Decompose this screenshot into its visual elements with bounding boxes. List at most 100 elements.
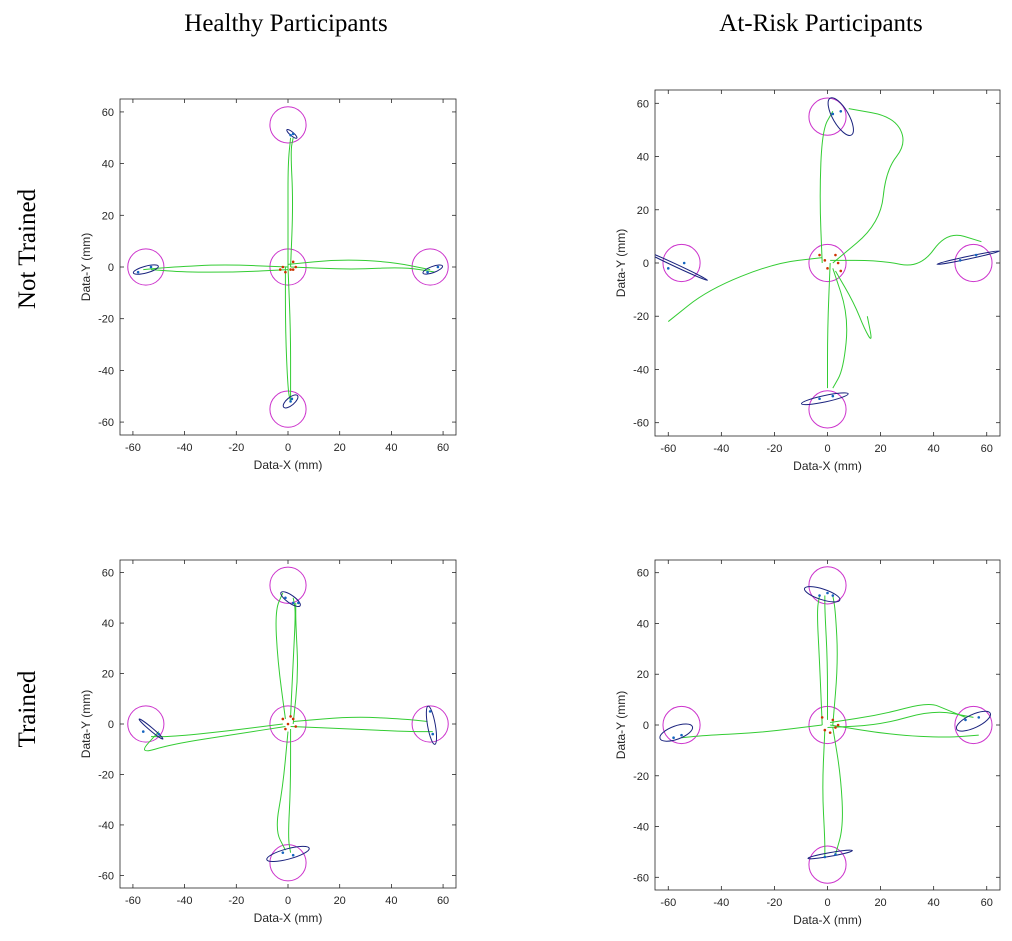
- trajectory-line: [275, 592, 286, 720]
- center-marker: [281, 717, 285, 721]
- endpoint-marker: [289, 400, 292, 403]
- center-marker: [291, 260, 295, 264]
- y-tick-label: 0: [643, 258, 649, 270]
- trajectory-line: [832, 268, 848, 389]
- column-title-healthy: Healthy Participants: [184, 10, 388, 37]
- center-marker: [284, 727, 287, 731]
- column-title-at-risk: At-Risk Participants: [719, 10, 923, 37]
- trajectory-line: [819, 111, 834, 264]
- endpoint-marker: [136, 270, 140, 274]
- trajectory-line: [822, 730, 826, 857]
- error-ellipse: [659, 723, 694, 742]
- x-tick-label: -20: [766, 897, 782, 909]
- target-circle: [411, 248, 449, 286]
- error-ellipse: [827, 97, 854, 136]
- center-marker: [289, 715, 292, 718]
- y-tick-label: 0: [108, 262, 114, 274]
- y-tick-label: 20: [102, 210, 114, 222]
- trajectory-line: [290, 137, 294, 268]
- plot-area: [127, 106, 449, 428]
- y-tick-label: 60: [102, 568, 114, 580]
- error-ellipse: [425, 705, 438, 745]
- y-tick-label: 20: [637, 205, 649, 217]
- plot-healthy-trained: -60 -40 -20 0 20 40 60 -60 -40 -20 0 20 40 60 Data-X (…: [79, 559, 457, 925]
- error-ellipse: [655, 250, 709, 281]
- trajectory-line: [830, 234, 982, 266]
- endpoint-marker: [281, 851, 285, 854]
- center-marker: [834, 253, 837, 257]
- endpoint-marker: [157, 732, 161, 736]
- target-circle: [662, 705, 701, 745]
- trajectory-line: [667, 257, 823, 322]
- y-tick-label: 20: [102, 669, 114, 681]
- center-marker: [818, 253, 821, 257]
- target-circle: [808, 243, 847, 283]
- target-circle: [662, 243, 701, 283]
- x-tick-label: -40: [713, 897, 729, 909]
- center-marker: [284, 270, 287, 274]
- endpoint-marker: [818, 594, 821, 597]
- x-tick-label: -60: [660, 443, 676, 455]
- y-axis-label: Data-Y (mm): [79, 690, 93, 758]
- x-tick-label: 0: [824, 897, 830, 909]
- endpoint-marker: [290, 397, 294, 401]
- center-marker: [823, 728, 827, 732]
- trajectory-line: [832, 108, 904, 264]
- x-tick-label: 20: [334, 895, 346, 907]
- trajectory-line: [288, 729, 292, 853]
- x-axis-label: Data-X (mm): [793, 913, 862, 927]
- x-tick-label: -20: [228, 442, 244, 454]
- y-tick-label: -20: [633, 311, 649, 323]
- y-tick-label: -60: [633, 418, 649, 430]
- y-tick-label: 60: [637, 98, 649, 110]
- plot-healthy-not-trained: -60 -40 -20 0 20 40 60 -60 -40 -20 0 20 40 60 Data-X (…: [79, 98, 457, 472]
- target-circle: [808, 390, 847, 429]
- target-circle: [808, 97, 847, 136]
- target-circle: [269, 566, 307, 604]
- x-tick-label: 40: [928, 897, 940, 909]
- trajectory-line: [276, 731, 289, 851]
- center-marker: [836, 261, 840, 265]
- endpoint-marker: [431, 732, 435, 736]
- endpoint-marker: [974, 253, 978, 257]
- plot-frame: [654, 559, 1001, 891]
- target-circle: [411, 705, 449, 743]
- center-marker: [828, 731, 832, 734]
- trajectory-line: [827, 262, 831, 389]
- target-circle: [269, 844, 307, 882]
- y-tick-label: -60: [98, 417, 114, 429]
- target-circle: [127, 248, 165, 286]
- center-marker: [826, 267, 829, 270]
- x-tick-label: -20: [228, 895, 244, 907]
- y-tick-label: -60: [98, 870, 114, 882]
- y-tick-label: 40: [102, 618, 114, 630]
- endpoint-marker: [291, 601, 295, 605]
- x-tick-label: -40: [713, 443, 729, 455]
- target-circle: [127, 705, 165, 743]
- y-tick-label: 0: [643, 720, 649, 732]
- plot-at-risk-not-trained: -60 -40 -20 0 20 40 60 -60 -40 -20 0 20 40 60 Data-X (…: [614, 89, 1001, 473]
- endpoint-marker: [149, 265, 153, 269]
- center-marker: [289, 268, 292, 271]
- x-tick-label: -60: [660, 897, 676, 909]
- endpoint-marker: [834, 853, 837, 856]
- error-ellipse: [800, 392, 849, 406]
- trajectory-line: [287, 137, 292, 267]
- y-tick-label: 40: [637, 618, 649, 630]
- target-circle: [954, 243, 993, 283]
- target-circle: [954, 705, 993, 745]
- x-tick-label: -60: [125, 895, 141, 907]
- center-marker: [836, 723, 840, 727]
- trajectory-line: [151, 723, 283, 738]
- x-tick-label: 40: [385, 442, 397, 454]
- trajectory-line: [287, 266, 292, 402]
- endpoint-marker: [826, 591, 829, 595]
- x-tick-label: 40: [385, 895, 397, 907]
- trajectory-line: [287, 259, 431, 271]
- trajectory-line: [143, 264, 289, 271]
- row-title-not-trained: Not Trained: [14, 188, 41, 310]
- endpoint-marker: [297, 601, 300, 605]
- center-marker: [294, 725, 298, 728]
- error-ellipse: [280, 591, 301, 607]
- center-marker: [291, 717, 295, 721]
